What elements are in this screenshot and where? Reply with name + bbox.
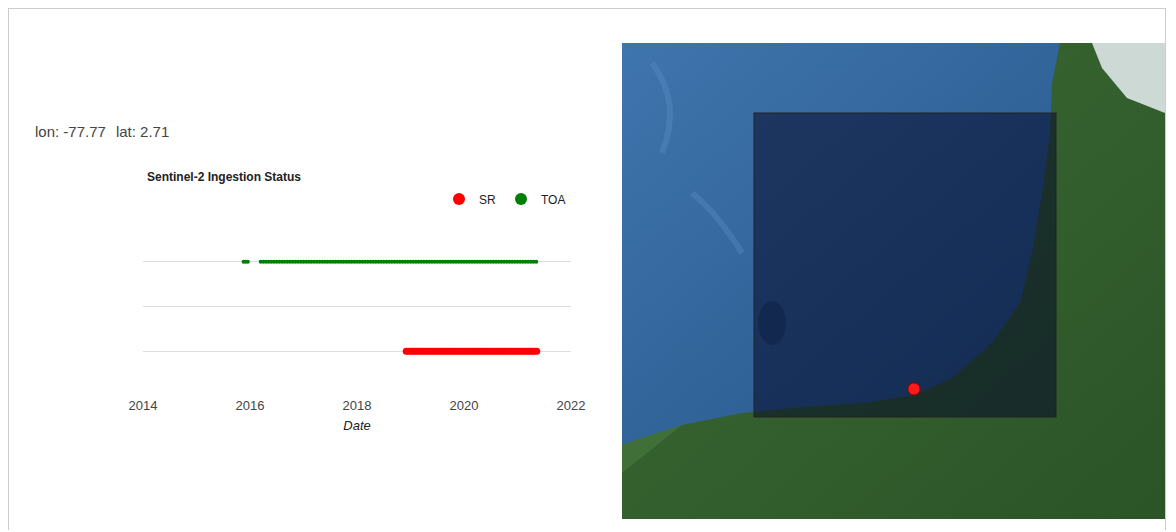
svg-text:Sentinel-2 Ingestion Status: Sentinel-2 Ingestion Status [147, 170, 301, 184]
svg-text:2022: 2022 [557, 398, 586, 413]
svg-text:2018: 2018 [343, 398, 372, 413]
svg-text:TOA: TOA [541, 193, 565, 207]
svg-text:SR: SR [479, 193, 496, 207]
html-text:lat: 2.71: lat: 2.71 [115, 123, 170, 140]
html-text:lon: -77.77: lon: -77.77 [35, 123, 106, 140]
svg-text:Date: Date [343, 418, 370, 433]
svg-text:2020: 2020 [450, 398, 479, 413]
svg-text:2016: 2016 [236, 398, 265, 413]
svg-text:2014: 2014 [129, 398, 158, 413]
